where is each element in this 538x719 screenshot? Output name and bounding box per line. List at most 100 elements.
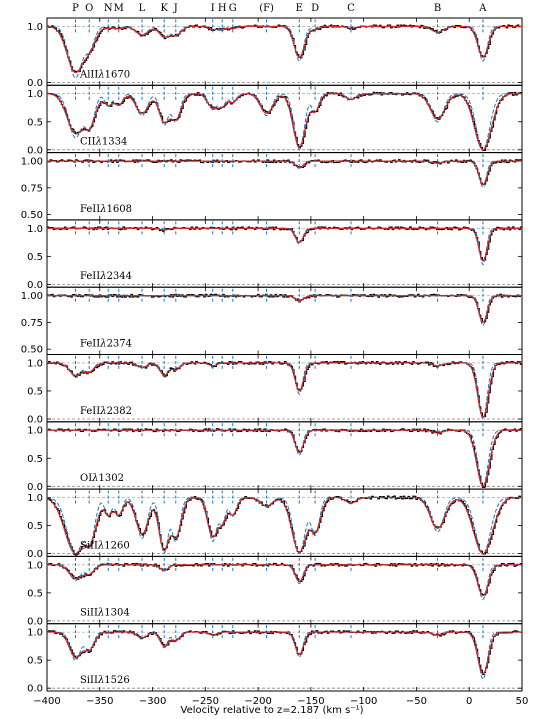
y-tick-label: 1.0 [27, 560, 43, 571]
panel-0: 0.0 1.0 AlIIλ1670 [27, 17, 523, 89]
component-label-10: (F) [259, 3, 274, 14]
lambda-symbol: λ [91, 473, 98, 484]
y-tick-label: 1.00 [21, 157, 43, 168]
ion-name: FeII [80, 271, 100, 282]
x-axis: −400 −350 −300 −250 −200 −150 −100 −50 0 50 [33, 696, 528, 707]
fit-model-line [47, 160, 522, 186]
panel-4: 0.50 0.75 1.00 FeIIλ2374 [21, 286, 523, 356]
y-tick-label: 0.5 [27, 588, 43, 599]
ion-label: OIλ1302 [80, 473, 124, 484]
component-label-6: J [173, 3, 178, 14]
component-model-line [47, 631, 522, 681]
ion-name: FeII [80, 406, 100, 417]
spectrum-data-line [47, 24, 523, 73]
component-model-line [47, 227, 522, 266]
ion-wavelength: 2374 [107, 339, 132, 350]
component-label-15: A [478, 3, 487, 14]
ion-name: AlII [79, 69, 98, 80]
ion-label: FeIIλ2374 [80, 339, 132, 350]
fit-model-line [47, 631, 522, 675]
x-tick-label: −400 [33, 696, 60, 707]
ion-wavelength: 2382 [107, 406, 132, 417]
ion-name: FeII [80, 339, 100, 350]
ion-wavelength: 1334 [102, 137, 127, 148]
y-tick-label: 0.5 [27, 117, 43, 128]
ion-wavelength: 1302 [99, 473, 124, 484]
ion-label: SiIIλ1304 [80, 608, 130, 619]
ion-label: SiIIλ1526 [80, 675, 130, 686]
ion-wavelength: 1260 [104, 540, 129, 551]
fit-model-line [47, 295, 522, 324]
fit-model-line [47, 362, 522, 419]
x-tick-label: −300 [139, 696, 166, 707]
y-tick-label: 0.5 [27, 252, 43, 263]
ion-name: FeII [80, 204, 100, 215]
lambda-symbol: λ [99, 204, 106, 215]
y-tick-label: 1.0 [27, 89, 43, 100]
y-tick-label: 1.0 [27, 358, 43, 369]
panel-stack: 0.01.0AlIIλ16700.00.51.0CIIλ13340.500.75… [21, 17, 523, 695]
lambda-symbol: λ [99, 271, 106, 282]
component-label-1: O [85, 3, 93, 14]
panel-5: 0.0 0.5 1.0 FeIIλ2382 [27, 354, 523, 425]
panel-1: 0.0 0.5 1.0 CIIλ1334 [27, 84, 523, 156]
component-label-9: G [229, 3, 237, 14]
lambda-symbol: λ [97, 608, 104, 619]
ion-name: SiII [80, 608, 98, 619]
fit-model-line [47, 227, 522, 262]
panel-8: 0.0 0.5 1.0 SiIIλ1304 [27, 555, 523, 627]
ion-wavelength: 2344 [107, 271, 132, 282]
y-tick-label: 0.0 [27, 78, 43, 89]
ion-label: FeIIλ1608 [80, 204, 132, 215]
x-tick-label: −250 [192, 696, 219, 707]
y-tick-label: 0.50 [21, 345, 43, 356]
x-tick-label: 0 [466, 696, 472, 707]
y-tick-label: 0.0 [27, 280, 43, 291]
component-label-11: E [296, 3, 303, 14]
y-tick-label: 0.5 [27, 521, 43, 532]
panel-7: 0.0 0.5 1.0 SiIIλ1260 [27, 488, 523, 560]
lambda-symbol: λ [99, 339, 106, 350]
ion-wavelength: 1608 [107, 204, 132, 215]
component-label-8: H [218, 3, 227, 14]
component-label-7: I [211, 3, 215, 14]
panel-9: 0.0 0.5 1.0 SiIIλ1526 [27, 623, 523, 695]
lambda-symbol: λ [97, 675, 104, 686]
component-model-line [47, 564, 522, 601]
x-tick-label: −50 [406, 696, 427, 707]
ion-name: OI [80, 473, 92, 484]
component-label-5: K [160, 3, 168, 14]
ion-wavelength: 1304 [104, 608, 129, 619]
y-tick-label: 0.5 [27, 454, 43, 465]
x-axis-label: Velocity relative to z=2.187 (km s⁻¹) [181, 705, 364, 716]
spectrum-data-line [47, 159, 523, 185]
ion-wavelength: 1526 [104, 675, 129, 686]
panel-frame [46, 623, 523, 692]
panel-6: 0.0 0.5 1.0 OIλ1302 [27, 421, 523, 493]
fit-model-line [46, 93, 522, 151]
fit-model-line [47, 25, 522, 74]
spectrum-data-line [47, 562, 523, 596]
ion-name: CII [80, 137, 96, 148]
fit-model-line [47, 564, 522, 597]
component-model-line [47, 160, 522, 189]
y-tick-label: 0.0 [27, 482, 43, 493]
spectrum-data-line [47, 630, 523, 676]
ion-label: CIIλ1334 [80, 137, 127, 148]
y-tick-label: 1.0 [27, 426, 43, 437]
ion-wavelength: 1670 [105, 69, 130, 80]
fit-model-line [46, 496, 522, 555]
y-tick-label: 0.0 [27, 616, 43, 627]
y-tick-label: 0.75 [21, 183, 43, 194]
ion-label: FeIIλ2344 [80, 271, 132, 282]
spectrum-data-line [47, 293, 523, 323]
lambda-symbol: λ [99, 406, 106, 417]
panel-2: 0.50 0.75 1.00 FeIIλ1608 [21, 152, 523, 221]
lambda-symbol: λ [97, 540, 104, 551]
ion-name: SiII [80, 675, 98, 686]
spectrum-data-line [47, 226, 523, 262]
y-tick-label: 0.0 [27, 145, 43, 156]
x-tick-label: −150 [297, 696, 324, 707]
ion-label: AlIIλ1670 [79, 69, 130, 80]
